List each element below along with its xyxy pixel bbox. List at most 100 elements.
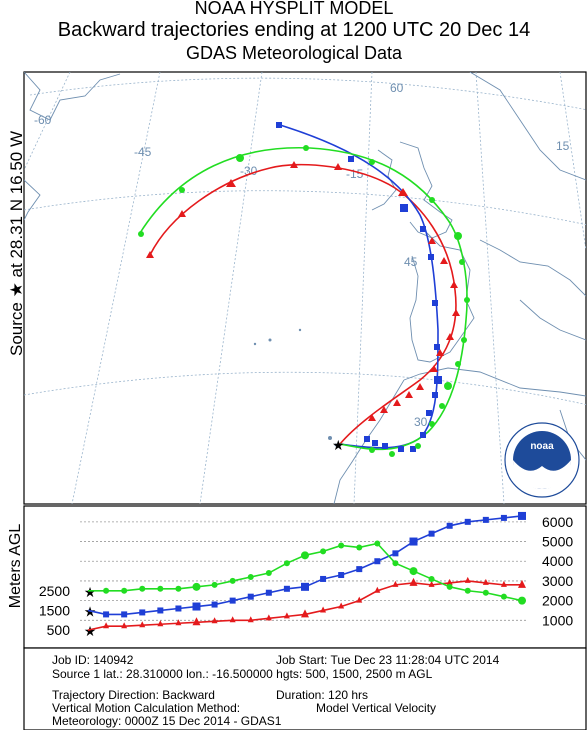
height-point-1500 [283,585,290,592]
start-height-label: 1500 [39,602,70,618]
height-point-2500 [139,585,146,592]
chart-title: NOAA HYSPLIT MODEL [194,0,394,18]
height-point-500 [192,617,201,626]
meteorology-title: GDAS Meteorological Data [185,43,403,63]
height-point-500 [175,619,182,626]
height-frame [23,505,587,649]
height-point-500 [320,606,327,613]
lon-label: -15 [346,167,364,181]
height-point-2500 [192,582,201,591]
latitude-gridlines [24,77,586,405]
lat-label: 45 [404,255,418,269]
height-point-500 [464,576,471,583]
start-height-label: 2500 [39,583,70,599]
height-point-2500 [500,593,507,600]
height-point-2500 [121,587,128,594]
start-star-icon: ★ [84,624,97,640]
lat-label: 30 [414,415,428,429]
duration: Duration: 120 hrs [276,688,369,702]
height-point-500 [392,580,399,587]
height-series [87,511,526,631]
height-point-2500 [247,573,254,580]
height-point-1500 [374,558,381,565]
job-id: Job ID: 140942 [52,653,134,667]
chart-subtitle: Backward trajectories ending at 1200 UTC… [57,19,531,41]
lon-label: -45 [134,145,152,159]
right-tick-label: 3000 [542,573,573,589]
height-point-2500 [428,575,435,582]
height-point-1500 [464,518,471,525]
height-point-2500 [265,570,272,577]
height-point-500 [247,616,254,623]
height-point-500 [121,622,128,629]
start-height-label: 500 [47,622,71,638]
height-reference-lines [80,521,528,621]
right-tick-label: 5000 [542,534,573,550]
height-point-500 [139,621,146,628]
lon-label: 15 [556,139,570,153]
height-point-1500 [265,589,272,596]
height-point-1500 [175,605,182,612]
height-point-1500 [103,611,110,618]
height-point-2500 [157,585,164,592]
trajectory-2500m-markers [138,145,470,457]
trajectory-500m [149,163,457,445]
height-point-1500 [229,597,236,604]
height-point-1500 [392,550,399,557]
height-point-1500 [247,593,254,600]
height-point-2500 [374,540,381,547]
height-point-1500 [500,514,507,521]
lon-label: -60 [34,113,52,127]
map-frame [23,71,587,505]
height-point-1500 [428,530,435,537]
height-point-500 [482,578,489,585]
right-tick-label: 6000 [542,514,573,530]
height-point-1500 [320,575,327,582]
height-point-1500 [409,537,418,546]
height-point-1500 [518,511,526,520]
vertical-method: Vertical Motion Calculation Method: [52,701,241,715]
source-info: Source 1 lat.: 28.310000 lon.: -16.50000… [52,667,433,681]
logo-text: noaa [530,441,554,452]
start-star-icon: ★ [84,585,97,601]
height-point-2500 [392,560,399,567]
height-point-2500 [356,544,363,551]
noaa-logo: noaa [504,422,580,498]
height-point-2500 [175,585,182,592]
height-point-2500 [464,587,471,594]
height-point-500 [265,614,272,621]
height-point-1500 [192,602,201,611]
height-point-2500 [229,577,236,584]
height-point-1500 [301,582,309,591]
height-point-2500 [409,567,418,576]
job-start: Job Start: Tue Dec 23 11:28:04 UTC 2014 [276,653,500,667]
height-point-500 [103,622,110,629]
height-point-1500 [446,522,453,529]
source-star-icon: ★ [332,438,345,454]
height-point-1500 [121,611,128,618]
height-point-1500 [157,607,164,614]
height-point-500 [428,580,435,587]
height-point-500 [211,617,218,624]
start-height-labels: 2500 ★ 1500 ★ 500 ★ [39,583,96,640]
height-point-1500 [482,516,489,523]
islands [253,328,338,447]
height-point-500 [374,586,381,593]
height-point-500 [157,620,164,627]
height-point-1500 [338,572,345,579]
height-point-1500 [356,566,363,573]
height-point-500 [229,616,236,623]
meteorology: Meteorology: 0000Z 15 Dec 2014 - GDAS1 [52,714,282,728]
right-tick-label: 2000 [542,593,573,609]
longitude-gridlines [24,72,586,504]
vertical-method-value: Model Vertical Velocity [316,701,437,715]
right-axis-ticks: 1000 2000 3000 4000 5000 6000 [542,514,573,628]
height-point-500 [500,580,507,587]
trajectory-500m-markers [146,161,460,421]
height-point-500 [283,612,290,619]
height-point-2500 [283,560,290,567]
height-point-2500 [301,551,309,560]
height-point-2500 [211,581,218,588]
height-point-500 [518,579,526,588]
